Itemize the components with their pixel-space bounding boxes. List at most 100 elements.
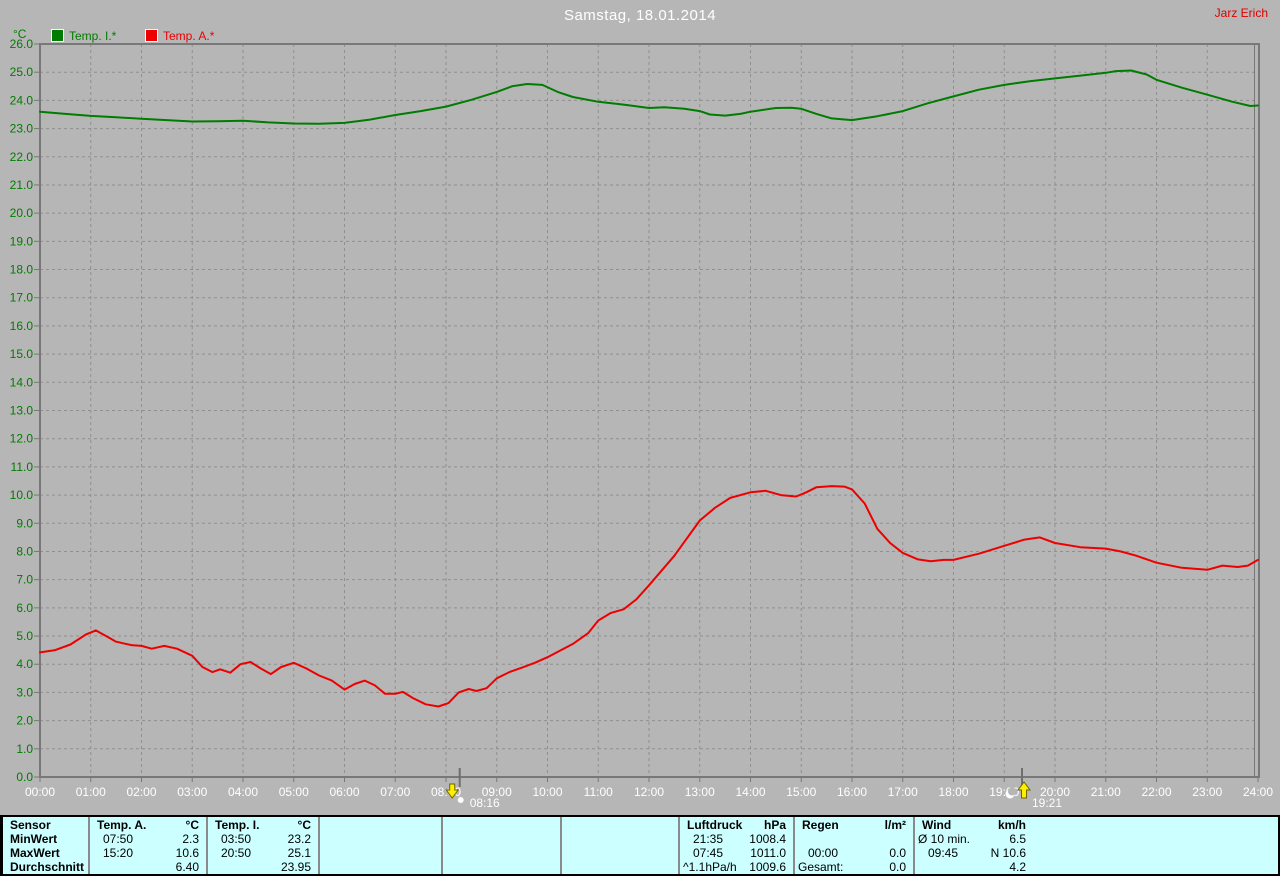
y-tick-label: 20.0 [10,206,34,220]
stats-cell-time [443,832,456,846]
x-tick-label: 09:00 [482,785,512,799]
stats-header-row: Wind km/h [915,818,1033,832]
stats-data-row: Ø 10 min. 6.5 [915,832,1033,846]
series-curve-tempa [39,485,1259,708]
y-tick-label: 21.0 [10,178,34,192]
series-curve-tempi [39,69,1259,125]
stats-column-empty [560,817,678,874]
stats-data-row: 00:00 0.0 [795,846,913,860]
x-tick-label: 17:00 [888,785,918,799]
sunrise-arrow-icon [445,783,460,799]
stats-cell-time: Wind [922,818,952,832]
y-tick-label: 3.0 [16,685,33,699]
x-tick-label: 10:00 [532,785,562,799]
stats-column-luftdruck: Luftdruck hPa 21:35 1008.4 07:45 1011.0 ^1.1hP… [678,817,793,874]
stats-cell-time [443,860,456,874]
page-title: Samstag, 18.01.2014 [563,7,717,24]
stats-cell-value: 1011.0 [750,846,786,860]
stats-header-row [320,818,441,832]
stats-cell-value: 23.2 [287,832,311,846]
stats-data-row: ^1.1hPa/h 1009.6 [680,860,793,874]
stats-cell-time: Ø 10 min. [918,832,971,846]
temperature-chart: 0.0 1.0 2.0 3.0 4.0 5.0 6.0 7.0 8.0 9.0 10.0 11.0 12… [10,37,1274,810]
stats-cell-value: 1009.6 [749,860,786,874]
stats-data-row: 21:35 1008.4 [680,832,793,846]
stats-column-tempi: Temp. I. °C 03:50 23.2 20:50 25.1 23.95 [206,817,318,874]
y-tick-label: 1.0 [16,742,33,756]
y-tick-label: 16.0 [10,319,34,333]
stats-data-row [320,832,441,846]
stats-data-row: 09:45 N 10.6 [915,846,1033,860]
window-bottom-strip [0,876,1280,881]
stats-cell-time [320,846,333,860]
stats-data-row: 15:20 10.6 [90,846,206,860]
stats-cell-time [562,832,575,846]
x-tick-label: 11:00 [584,785,613,799]
sun-marker-time-label: 08:16 [470,796,500,810]
y-tick-label: 6.0 [16,601,33,615]
stats-header-row: Luftdruck hPa [680,818,793,832]
sun-marker-time-label: 19:21 [1032,796,1062,810]
stats-cell-value: 6.40 [175,860,199,874]
y-tick-label: 25.0 [10,65,34,79]
y-tick-label: 18.0 [10,263,34,277]
stats-data-row: 23.95 [208,860,318,874]
y-tick-label: 8.0 [16,544,33,558]
x-tick-label: 21:00 [1091,785,1121,799]
x-tick-label: 06:00 [329,785,359,799]
stats-header-row: Temp. I. °C [208,818,318,832]
stats-cell-time [795,832,808,846]
stats-cell-value: 0.0 [889,860,906,874]
x-tick-label: 07:00 [380,785,410,799]
stats-data-row: 07:50 2.3 [90,832,206,846]
stats-header-row: Regen l/m² [795,818,913,832]
stats-cell-time [90,860,103,874]
y-tick-label: 19.0 [10,234,34,248]
legend-item-temp-a[interactable]: Temp. A.* [145,28,215,43]
stats-data-row [562,846,678,860]
stats-data-row [320,846,441,860]
temp-a-color-swatch-icon [145,29,158,42]
x-tick-label: 22:00 [1141,785,1171,799]
stats-cell-time [208,860,221,874]
x-tick-label: 04:00 [228,785,258,799]
stats-cell-value: 1008.4 [749,832,786,846]
y-tick-label: 22.0 [10,150,34,164]
stats-cell-value: km/h [997,818,1026,832]
stats-cell-value: 2.3 [182,832,199,846]
stats-row-label: Sensor [10,818,51,832]
y-tick-label: 23.0 [10,122,34,136]
stats-row-label: Durchschnitt [10,860,85,874]
stats-cell-value: 0.0 [889,846,906,860]
stats-cell-time: 21:35 [693,832,724,846]
stats-header-row [562,818,678,832]
sensor-stats-table: Sensor MinWert MaxWert Durchschnitt Temp. A.… [0,815,1280,876]
x-tick-label: 13:00 [685,785,715,799]
x-tick-label: 05:00 [279,785,309,799]
stats-cell-value: 6.5 [1009,832,1026,846]
stats-cell-time [443,818,450,832]
legend-item-temp-i[interactable]: Temp. I.* [51,28,117,43]
legend-label: Temp. I.* [69,28,117,43]
stats-cell-time [443,846,456,860]
x-tick-label: 18:00 [938,785,968,799]
x-tick-label: 12:00 [634,785,664,799]
stats-cell-value: l/m² [884,818,906,832]
x-tick-label: 02:00 [126,785,156,799]
stats-cell-value: N 10.6 [990,846,1026,860]
stats-cell-time: 07:45 [693,846,724,860]
stats-cell-value: 23.95 [280,860,311,874]
stats-cell-value: 4.2 [1009,860,1026,874]
stats-cell-time [915,860,928,874]
stats-cell-value: hPa [763,818,786,832]
y-tick-label: 24.0 [10,93,34,107]
x-tick-label: 01:00 [76,785,106,799]
x-tick-label: 00:00 [25,785,55,799]
stats-cell-value: °C [185,818,199,832]
stats-cell-time: 15:20 [103,846,134,860]
legend-label: Temp. A.* [163,28,215,43]
stats-cell-time [562,818,569,832]
stats-data-row [795,832,913,846]
y-tick-label: 9.0 [16,516,33,530]
stats-cell-time [320,860,333,874]
